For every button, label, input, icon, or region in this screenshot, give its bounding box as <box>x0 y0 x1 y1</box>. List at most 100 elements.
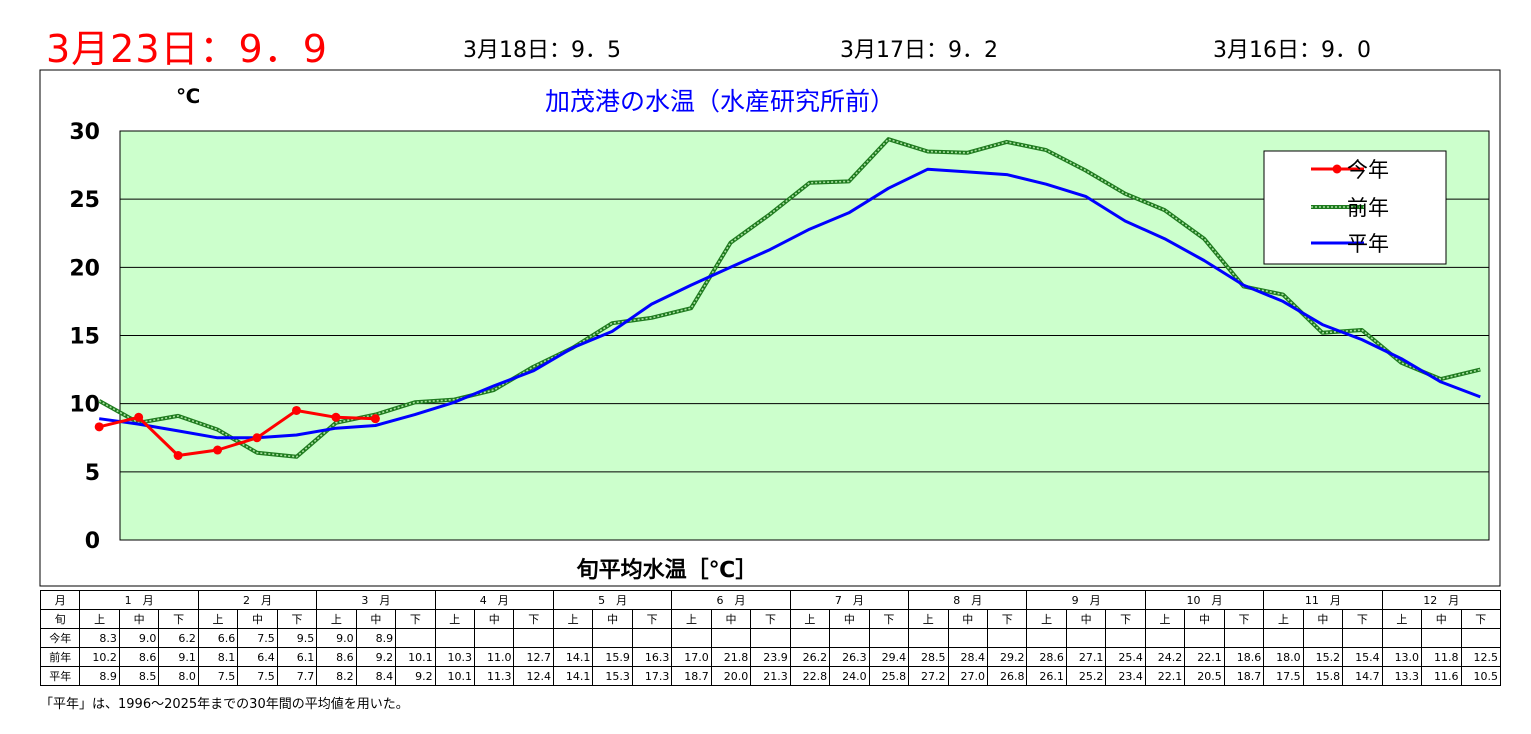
this-year-value <box>1223 628 1265 648</box>
normal-value: 8.5 <box>118 666 160 686</box>
last-year-value: 28.5 <box>908 647 949 667</box>
month-header: 1 月 <box>79 590 199 610</box>
normal-value: 11.6 <box>1421 666 1462 686</box>
this-year-value <box>1421 628 1462 648</box>
table-row-last-year: 前年 10.2 8.6 9.1 8.1 6.4 6.1 8.6 9.2 10.1 10.3 11.0 1… <box>39 647 1502 667</box>
latest-temperature-headline: 3月23日：9．9 <box>46 27 328 71</box>
normal-value: 17.5 <box>1263 666 1304 686</box>
jun-label: 上 <box>671 609 712 629</box>
jun-label: 上 <box>1263 609 1304 629</box>
normal-value: 7.5 <box>237 666 278 686</box>
legend-label-this-year: 今年 <box>1347 158 1389 182</box>
this-year-value: 9.5 <box>276 628 318 648</box>
y-tick-label: 20 <box>69 256 100 281</box>
jun-label: 下 <box>513 609 554 629</box>
y-unit-label: ℃ <box>176 84 200 108</box>
last-year-value: 27.1 <box>1065 647 1107 667</box>
footnote: 「平年」は、1996～2025年までの30年間の平均値を用いた。 <box>40 697 409 712</box>
legend-label-normal: 平年 <box>1347 232 1389 256</box>
last-year-value: 16.3 <box>631 647 673 667</box>
normal-value: 9.2 <box>395 666 436 686</box>
this-year-value <box>1342 628 1383 648</box>
jun-label: 下 <box>276 609 318 629</box>
this-year-point <box>291 405 301 415</box>
this-year-value <box>552 628 594 648</box>
last-year-value: 12.7 <box>513 647 554 667</box>
jun-label: 中 <box>1184 609 1225 629</box>
last-year-value: 21.8 <box>710 647 752 667</box>
jun-label: 上 <box>79 609 120 629</box>
normal-value: 15.3 <box>592 666 633 686</box>
last-year-value: 15.2 <box>1302 647 1344 667</box>
normal-value: 8.4 <box>355 666 397 686</box>
last-year-value: 12.5 <box>1460 647 1502 667</box>
jun-label: 下 <box>1223 609 1265 629</box>
table-row-this-year: 今年 8.3 9.0 6.2 6.6 7.5 9.5 9.0 8.9 <box>39 628 1502 648</box>
normal-value: 14.1 <box>552 666 594 686</box>
last-year-value: 15.9 <box>592 647 633 667</box>
last-year-value: 23.9 <box>750 647 791 667</box>
last-year-value: 14.1 <box>552 647 594 667</box>
jun-label: 上 <box>1381 609 1423 629</box>
this-year-value <box>710 628 752 648</box>
normal-value: 25.2 <box>1065 666 1107 686</box>
this-year-value <box>1381 628 1423 648</box>
y-tick-label: 5 <box>85 461 100 486</box>
normal-value: 8.2 <box>316 666 357 686</box>
temperature-reading-3: 3月16日：9．0 <box>1213 38 1371 63</box>
jun-label: 中 <box>1065 609 1107 629</box>
this-year-value <box>1460 628 1502 648</box>
jun-label: 下 <box>395 609 436 629</box>
month-header: 12 月 <box>1381 590 1502 610</box>
jun-label: 下 <box>158 609 199 629</box>
last-year-value: 22.1 <box>1184 647 1225 667</box>
this-year-point <box>134 412 144 422</box>
this-year-point <box>252 433 262 443</box>
jun-label: 下 <box>631 609 673 629</box>
this-year-value <box>395 628 436 648</box>
last-year-value: 8.6 <box>118 647 160 667</box>
month-header: 6 月 <box>671 590 791 610</box>
last-year-value: 9.1 <box>158 647 199 667</box>
water-temperature-chart: 0 5 10 15 20 25 30 ℃ 加茂港の水温（水産研究所前） 旬平均水温［℃］ 今… <box>39 69 1501 587</box>
month-header: 9 月 <box>1026 590 1146 610</box>
this-year-value: 8.3 <box>79 628 120 648</box>
last-year-value: 17.0 <box>671 647 712 667</box>
series-line-last-year-inner <box>98 138 1481 458</box>
this-year-value <box>750 628 791 648</box>
series-layer <box>94 137 1481 460</box>
jun-label: 中 <box>1421 609 1462 629</box>
table-row-jun: 旬上中下上中下上中下上中下上中下上中下上中下上中下上中下上中下上中下上中下 <box>39 609 1502 629</box>
jun-label: 中 <box>474 609 515 629</box>
normal-value: 27.0 <box>947 666 988 686</box>
this-year-value: 6.2 <box>158 628 199 648</box>
jun-label: 上 <box>197 609 239 629</box>
this-year-value <box>1302 628 1344 648</box>
last-year-value: 6.4 <box>237 647 278 667</box>
jun-label: 上 <box>1144 609 1186 629</box>
jun-label: 中 <box>710 609 752 629</box>
normal-value: 7.5 <box>197 666 239 686</box>
normal-value: 14.7 <box>1342 666 1383 686</box>
this-year-value <box>434 628 476 648</box>
grid-lines <box>120 198 1489 473</box>
normal-value: 20.5 <box>1184 666 1225 686</box>
jun-label: 中 <box>947 609 988 629</box>
this-year-value <box>1144 628 1186 648</box>
this-year-point <box>173 450 183 460</box>
this-year-value: 6.6 <box>197 628 239 648</box>
jun-label: 中 <box>1302 609 1344 629</box>
jun-label: 上 <box>908 609 949 629</box>
this-year-point <box>331 412 341 422</box>
jun-label: 中 <box>592 609 633 629</box>
this-year-point <box>370 414 380 424</box>
this-year-value: 9.0 <box>118 628 160 648</box>
last-year-value: 8.6 <box>316 647 357 667</box>
y-axis-tick-labels: 0 5 10 15 20 25 30 <box>69 120 100 554</box>
row-header-this-year: 今年 <box>39 628 81 648</box>
this-year-point <box>94 422 104 432</box>
this-year-value: 8.9 <box>355 628 397 648</box>
last-year-value: 11.0 <box>474 647 515 667</box>
last-year-value: 18.6 <box>1223 647 1265 667</box>
row-header-last-year: 前年 <box>39 647 81 667</box>
